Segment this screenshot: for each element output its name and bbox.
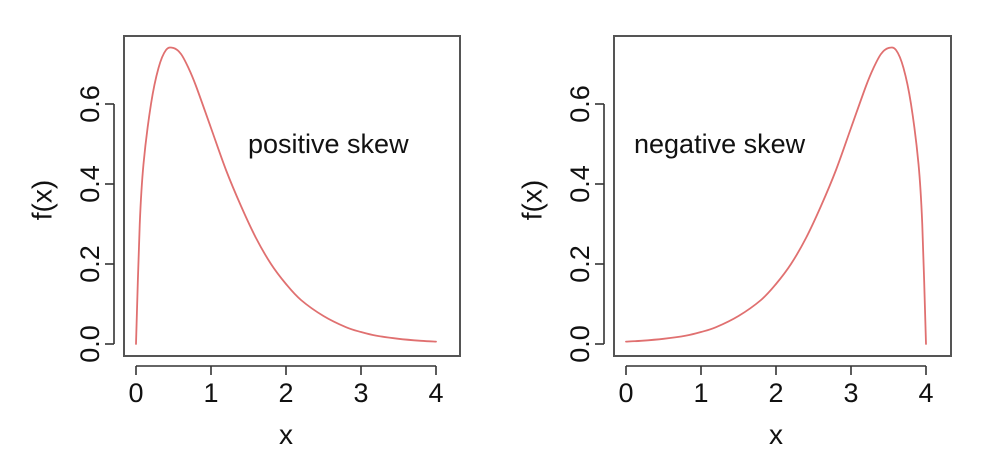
x-tick-label-2-2: 2	[768, 378, 783, 408]
y-tick-label-1-2: 0.4	[75, 165, 105, 203]
x-tick-label-1-4: 4	[428, 378, 443, 408]
plot-frame-2	[613, 35, 952, 357]
x-tick-label-1-3: 3	[353, 378, 368, 408]
y-tick-label-1-1: 0.2	[75, 245, 105, 283]
x-tick-label-2-0: 0	[618, 378, 633, 408]
y-axis-label-2: f(x)	[517, 180, 548, 220]
y-tick-label-2-3: 0.6	[565, 85, 595, 123]
x-axis-label-1: x	[279, 419, 293, 450]
annotation-2: negative skew	[634, 129, 806, 159]
y-tick-label-1-3: 0.6	[75, 85, 105, 123]
plot-frame-1	[123, 35, 461, 357]
x-tick-label-1-2: 2	[278, 378, 293, 408]
x-tick-label-2-4: 4	[918, 378, 933, 408]
x-tick-label-1-0: 0	[128, 378, 143, 408]
annotation-1: positive skew	[248, 129, 409, 159]
density-curve-2-0	[625, 46, 927, 345]
y-tick-label-2-1: 0.2	[565, 245, 595, 283]
x-tick-label-2-3: 3	[843, 378, 858, 408]
y-axis-label-1: f(x)	[27, 180, 58, 220]
x-tick-label-2-1: 1	[693, 378, 708, 408]
x-tick-label-1-1: 1	[203, 378, 218, 408]
y-tick-label-2-2: 0.4	[565, 165, 595, 203]
y-tick-label-1-0: 0.0	[75, 325, 105, 363]
x-axis-label-2: x	[769, 419, 783, 450]
density-curve-1-0	[135, 46, 437, 345]
y-tick-label-2-0: 0.0	[565, 325, 595, 363]
